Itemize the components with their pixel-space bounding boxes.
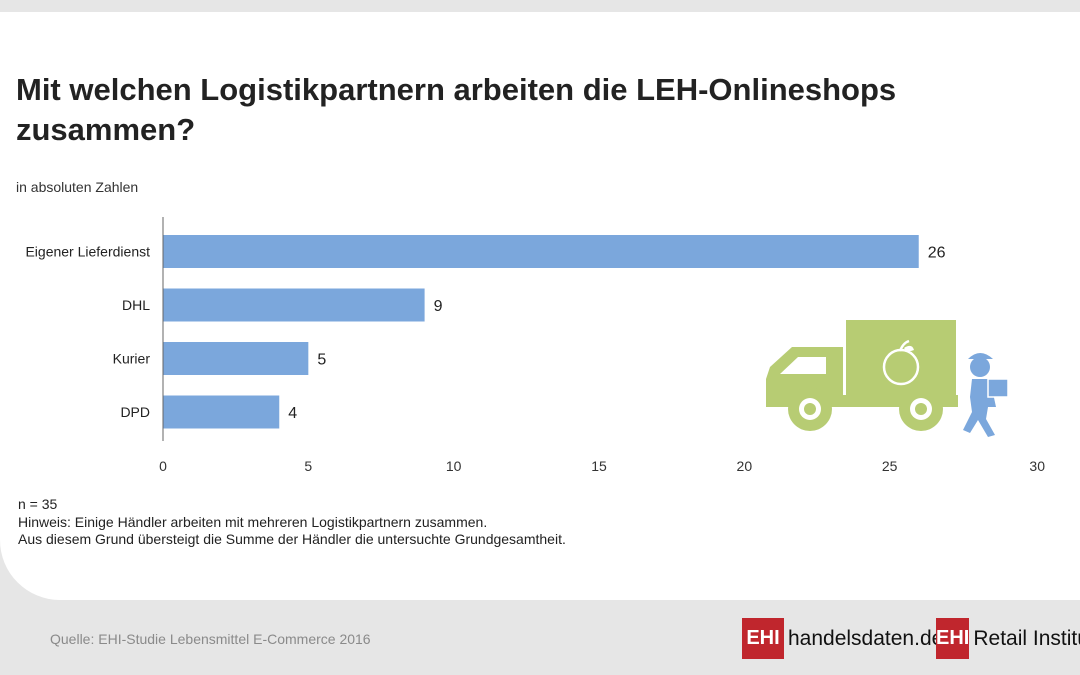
truck-cargo <box>846 320 956 400</box>
delivery-truck-illustration <box>766 320 1009 437</box>
x-tick-label: 25 <box>882 458 898 474</box>
x-tick-label: 10 <box>446 458 462 474</box>
category-label-dhl: DHL <box>122 297 150 313</box>
top-strip <box>0 0 1080 12</box>
handelsdaten-logo[interactable]: EHI handelsdaten.de <box>742 618 943 659</box>
ehi-logo-box: EHI <box>742 618 784 659</box>
x-tick-label: 30 <box>1029 458 1045 474</box>
x-tick-label: 15 <box>591 458 607 474</box>
data-label: 5 <box>317 352 326 369</box>
chart-title: Mit welchen Logistikpartnern arbeiten di… <box>16 72 897 147</box>
hint-note: Hinweis: Einige Händler arbeiten mit meh… <box>18 513 488 530</box>
x-tick-label: 0 <box>159 458 167 474</box>
category-label-kurier: Kurier <box>113 351 151 367</box>
category-label-eigener-lieferdienst: Eigener Lieferdienst <box>25 244 150 260</box>
bar <box>163 235 919 268</box>
x-tick-label: 20 <box>737 458 753 474</box>
data-label: 26 <box>928 245 946 262</box>
notes-block: n = 35 Hinweis: Einige Händler arbeiten … <box>18 496 566 549</box>
footer: Quelle: EHI-Studie Lebensmittel E-Commer… <box>0 600 1080 675</box>
sample-size-note: n = 35 <box>18 496 58 512</box>
reason-note: Aus diesem Grund übersteigt die Summe de… <box>18 531 566 547</box>
parcel-icon <box>987 378 1009 398</box>
ehi-logo-box: EHI <box>936 618 970 659</box>
bar <box>163 342 309 375</box>
truck-window <box>780 357 826 374</box>
bar <box>163 288 425 322</box>
chart-card: Mit welchen Logistikpartnern arbeiten di… <box>0 12 1080 600</box>
retail-institute-logo[interactable]: EHI Retail Institute <box>936 618 1080 659</box>
courier-head <box>970 357 990 377</box>
data-label: 9 <box>434 298 443 315</box>
source-note: Quelle: EHI-Studie Lebensmittel E-Commer… <box>50 631 371 647</box>
bar <box>163 395 280 429</box>
x-tick-label: 5 <box>304 458 312 474</box>
retail-institute-logo-text: Retail Institute <box>973 626 1080 650</box>
handelsdaten-logo-text: handelsdaten.de <box>788 626 944 650</box>
chart-subtitle: in absoluten Zahlen <box>16 179 139 195</box>
category-label-dpd: DPD <box>120 404 150 420</box>
bar-chart: Eigener Lieferdienst 26 DHL 9 Kurier 5 DPD 4 0 5… <box>25 217 1045 474</box>
data-label: 4 <box>288 405 297 422</box>
